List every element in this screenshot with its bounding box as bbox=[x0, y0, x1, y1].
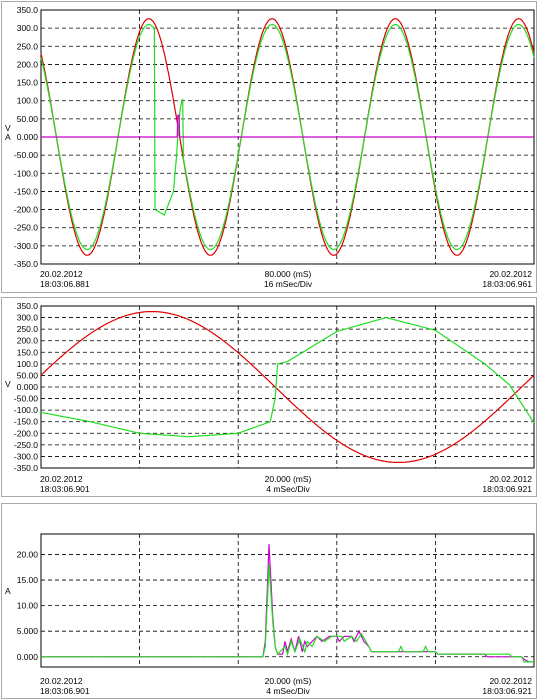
y-tick-label: 0.000 bbox=[17, 652, 39, 662]
y-tick-label: -150.0 bbox=[14, 417, 38, 427]
y-tick-label: 150.0 bbox=[17, 347, 39, 357]
y-tick-label: -50.00 bbox=[14, 150, 38, 160]
footer-center-value: 80.000 (mS) bbox=[264, 269, 312, 279]
y-axis-label-v: V bbox=[5, 123, 11, 133]
series-line bbox=[40, 23, 535, 251]
footer-right-date: 20.02.2012 bbox=[489, 269, 532, 279]
y-tick-label: 0.000 bbox=[17, 382, 39, 392]
y-tick-label: 50.00 bbox=[17, 370, 39, 380]
footer-center-3: 20.000 (mS) 4 mSec/Div bbox=[238, 676, 338, 696]
footer-center-1: 80.000 (mS) 16 mSec/Div bbox=[238, 269, 338, 289]
y-axis-label-1: V A bbox=[5, 124, 11, 142]
footer-left-1: 20.02.2012 18:03:06.881 bbox=[40, 269, 90, 289]
y-axis-label-3: A bbox=[5, 587, 11, 596]
footer-left-date: 20.02.2012 bbox=[40, 269, 83, 279]
y-tick-label: -350.0 bbox=[14, 259, 38, 269]
y-axis-label-2: V bbox=[5, 380, 11, 389]
y-tick-label: 0.000 bbox=[17, 132, 39, 142]
y-tick-label: -200.0 bbox=[14, 428, 38, 438]
chart-panel-1: 350.0 300.0 250.0 200.0 150.0 100.0 50.00 0.000… bbox=[1, 1, 537, 293]
chart-panel-2: 350.0 300.0 250.0 200.0 150.0 100.0 50.00 0.000… bbox=[1, 297, 537, 497]
y-tick-label: -250.0 bbox=[14, 223, 38, 233]
footer-left-time: 18:03:06.901 bbox=[40, 484, 90, 494]
series-line bbox=[40, 316, 535, 438]
y-tick-label: 300.0 bbox=[17, 313, 39, 323]
y-tick-label: 200.0 bbox=[17, 336, 39, 346]
footer-right-time: 18:03:06.961 bbox=[482, 279, 532, 289]
footer-left-3: 20.02.2012 18:03:06.901 bbox=[40, 676, 90, 696]
footer-center-div: 16 mSec/Div bbox=[263, 279, 313, 289]
footer-center-value: 20.000 (mS) bbox=[264, 474, 312, 484]
series-line bbox=[41, 114, 534, 138]
footer-center-value: 20.000 (mS) bbox=[264, 676, 312, 686]
y-tick-label: 20.00 bbox=[17, 549, 39, 559]
footer-center-div: 4 mSec/Div bbox=[266, 686, 310, 696]
footer-left-time: 18:03:06.881 bbox=[40, 279, 90, 289]
footer-center-2: 20.000 (mS) 4 mSec/Div bbox=[238, 474, 338, 494]
plot-frame bbox=[40, 533, 535, 668]
footer-left-date: 20.02.2012 bbox=[40, 676, 83, 686]
y-tick-label: -50.00 bbox=[14, 394, 38, 404]
y-tick-label: 300.0 bbox=[17, 23, 39, 33]
y-tick-label: -250.0 bbox=[14, 440, 38, 450]
footer-right-2: 20.02.2012 18:03:06.921 bbox=[482, 474, 532, 494]
series-line bbox=[41, 544, 534, 663]
y-tick-label: -300.0 bbox=[14, 241, 38, 251]
plot-frame bbox=[40, 305, 535, 469]
y-tick-label: 100.0 bbox=[17, 96, 39, 106]
y-tick-label: 150.0 bbox=[17, 78, 39, 88]
y-tick-label: 350.0 bbox=[17, 301, 39, 311]
y-tick-label: 10.00 bbox=[17, 601, 39, 611]
footer-center-div: 4 mSec/Div bbox=[266, 484, 310, 494]
y-tick-label: 15.00 bbox=[17, 575, 39, 585]
y-tick-label: -200.0 bbox=[14, 205, 38, 215]
footer-right-date: 20.02.2012 bbox=[489, 676, 532, 686]
footer-left-2: 20.02.2012 18:03:06.901 bbox=[40, 474, 90, 494]
footer-right-time: 18:03:06.921 bbox=[482, 484, 532, 494]
y-tick-label: 250.0 bbox=[17, 324, 39, 334]
footer-right-3: 20.02.2012 18:03:06.921 bbox=[482, 676, 532, 696]
y-axis-label-a: A bbox=[5, 586, 11, 596]
y-axis-label-v: V bbox=[5, 379, 11, 389]
y-tick-label: 5.000 bbox=[17, 626, 39, 636]
series-line bbox=[40, 311, 535, 463]
footer-right-1: 20.02.2012 18:03:06.961 bbox=[482, 269, 532, 289]
footer-right-date: 20.02.2012 bbox=[489, 474, 532, 484]
y-tick-label: 350.0 bbox=[17, 5, 39, 15]
y-tick-label: -150.0 bbox=[14, 186, 38, 196]
y-tick-label: 50.00 bbox=[17, 114, 39, 124]
chart-panel-3: 20.00 15.00 10.00 5.000 0.000 A 20.02.2012 1… bbox=[1, 503, 537, 699]
y-tick-label: -100.0 bbox=[14, 168, 38, 178]
y-tick-label: -300.0 bbox=[14, 451, 38, 461]
y-axis-label-a: A bbox=[5, 132, 11, 142]
footer-left-date: 20.02.2012 bbox=[40, 474, 83, 484]
series-line bbox=[41, 564, 534, 663]
footer-left-time: 18:03:06.901 bbox=[40, 686, 90, 696]
footer-right-time: 18:03:06.921 bbox=[482, 686, 532, 696]
y-tick-label: 200.0 bbox=[17, 59, 39, 69]
y-tick-label: -350.0 bbox=[14, 463, 38, 473]
chart-svg-3: 20.00 15.00 10.00 5.000 0.000 bbox=[17, 533, 535, 668]
y-tick-label: -100.0 bbox=[14, 405, 38, 415]
chart-svg-1: 350.0 300.0 250.0 200.0 150.0 100.0 50.00 0.000… bbox=[14, 5, 535, 269]
y-tick-label: 100.0 bbox=[17, 359, 39, 369]
y-tick-label: 250.0 bbox=[17, 41, 39, 51]
